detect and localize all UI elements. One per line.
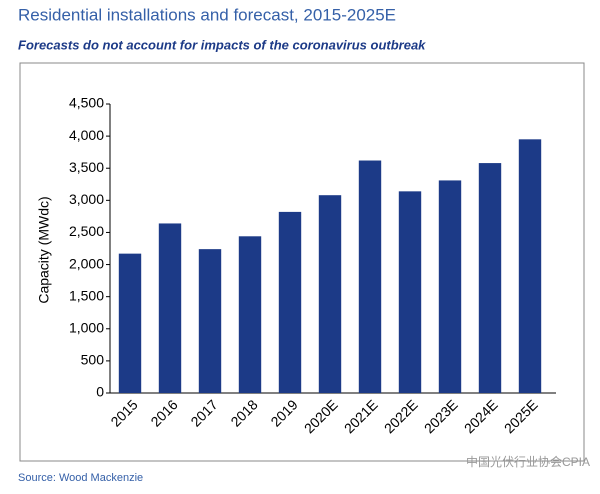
y-tick-label: 4,000 — [69, 127, 104, 143]
bar — [398, 191, 422, 393]
y-tick-label: 4,500 — [69, 95, 104, 111]
x-tick-label: 2015 — [107, 396, 140, 429]
x-tick-label: 2022E — [381, 396, 421, 436]
y-tick-label: 500 — [81, 352, 105, 368]
x-tick-label: 2025E — [501, 396, 541, 436]
bar — [158, 223, 182, 393]
x-tick-label: 2020E — [301, 396, 341, 436]
chart-title: Residential installations and forecast, … — [18, 5, 396, 24]
bar — [438, 180, 462, 393]
y-tick-label: 3,500 — [69, 159, 104, 175]
x-tick-label: 2018 — [227, 396, 260, 429]
watermark: 中国光伏行业协会CPIA — [466, 454, 590, 469]
x-tick-label: 2024E — [461, 396, 501, 436]
y-axis-label: Capacity (MWdc) — [36, 196, 52, 303]
y-tick-label: 1,500 — [69, 287, 104, 303]
y-tick-label: 2,500 — [69, 223, 104, 239]
x-tick-label: 2023E — [421, 396, 461, 436]
source: Source: Wood Mackenzie — [18, 472, 143, 484]
bar — [518, 139, 542, 393]
x-tick-label: 2017 — [187, 396, 220, 429]
x-tick-label: 2019 — [267, 396, 300, 429]
y-tick-label: 1,000 — [69, 319, 104, 335]
bar — [118, 253, 142, 393]
x-tick-label: 2021E — [341, 396, 381, 436]
y-tick-label: 0 — [96, 384, 104, 400]
y-tick-label: 2,000 — [69, 255, 104, 271]
y-tick-label: 3,000 — [69, 191, 104, 207]
x-tick-label: 2016 — [147, 396, 180, 429]
bar — [478, 163, 502, 393]
chart-subtitle: Forecasts do not account for impacts of … — [18, 37, 426, 52]
chart-frame — [19, 62, 585, 462]
bar — [278, 211, 302, 393]
bar — [318, 195, 342, 393]
bar — [238, 236, 262, 393]
bar — [358, 160, 382, 393]
bar — [198, 249, 222, 393]
